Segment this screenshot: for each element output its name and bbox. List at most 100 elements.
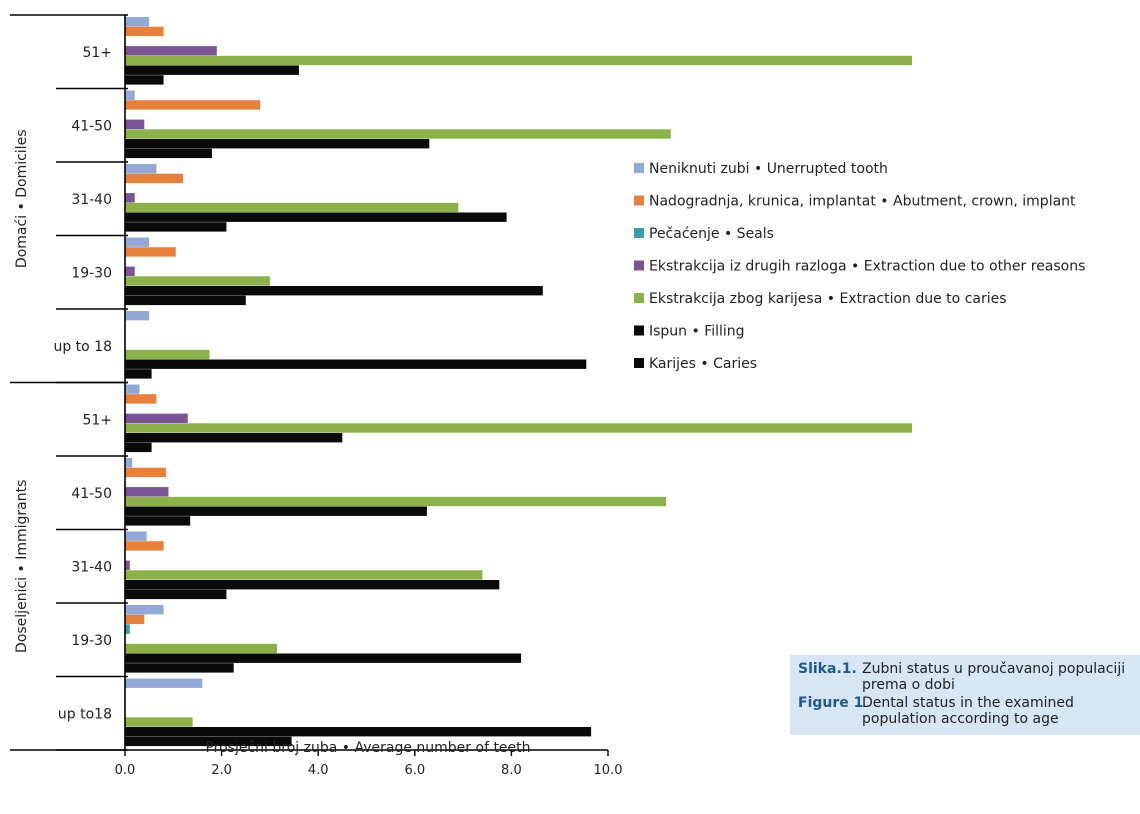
labels-layer: 51+ 41-50 31-40 19-30 up to 18 Domaći • Domic… xyxy=(14,45,622,778)
bar-domiciles-2-s3 xyxy=(125,193,135,203)
bar-domiciles-3-s0 xyxy=(125,237,150,247)
caption-text-en: Dental status in the examined population… xyxy=(862,695,1074,727)
legend-swatch xyxy=(634,293,644,303)
bar-domiciles-0-s4 xyxy=(125,55,912,66)
bar-immigrants-8-s6 xyxy=(125,663,234,673)
bar-immigrants-7-s5 xyxy=(125,580,500,590)
bar-immigrants-5-s5 xyxy=(125,433,343,443)
bar-domiciles-4-s5 xyxy=(125,359,587,369)
bar-domiciles-2-s5 xyxy=(125,212,507,222)
figure-caption: Slika.1. Zubni status u proučavanoj popu… xyxy=(790,655,1140,735)
x-tick-label: 8.0 xyxy=(501,763,522,778)
legend-swatch xyxy=(634,163,644,173)
bar-immigrants-6-s3 xyxy=(125,487,169,497)
bar-immigrants-8-s4 xyxy=(125,643,278,654)
group-label: Domaći • Domiciles xyxy=(14,130,30,269)
x-tick-label: 10.0 xyxy=(594,763,623,778)
bar-immigrants-6-s0 xyxy=(125,458,133,468)
bar-domiciles-0-s6 xyxy=(125,75,164,85)
legend-label: Karijes • Caries xyxy=(649,356,757,372)
legend-swatch xyxy=(634,325,644,336)
legend-label: Neniknuti zubi • Unerrupted tooth xyxy=(649,161,888,177)
bar-immigrants-9-s6 xyxy=(125,736,292,747)
bar-domiciles-1-s4 xyxy=(125,129,671,139)
legend-swatch xyxy=(634,260,644,271)
bar-domiciles-2-s1 xyxy=(125,173,183,184)
bar-domiciles-4-s4 xyxy=(125,349,210,360)
bar-immigrants-5-s4 xyxy=(125,423,912,433)
bar-immigrants-9-s5 xyxy=(125,727,592,737)
bar-domiciles-1-s3 xyxy=(125,119,145,129)
x-tick-label: 0.0 xyxy=(115,763,136,778)
legend-label: Ekstrakcija zbog karijesa • Extraction d… xyxy=(649,291,1007,307)
caption-row-en: Figure 1 Dental status in the examined p… xyxy=(798,695,1134,727)
bar-domiciles-3-s1 xyxy=(125,247,176,257)
legend-swatch xyxy=(634,228,644,238)
bar-domiciles-3-s6 xyxy=(125,295,246,306)
bar-domiciles-2-s6 xyxy=(125,222,227,232)
bar-domiciles-4-s0 xyxy=(125,311,150,321)
x-tick-label: 6.0 xyxy=(404,763,425,778)
axes-layer xyxy=(10,14,609,756)
legend-swatch xyxy=(634,195,644,206)
bar-immigrants-8-s0 xyxy=(125,605,164,615)
bar-immigrants-6-s4 xyxy=(125,496,666,507)
bar-domiciles-3-s5 xyxy=(125,286,543,296)
category-label: 51+ xyxy=(82,45,112,61)
bar-immigrants-8-s2 xyxy=(125,624,130,634)
legend-label: Pečaćenje • Seals xyxy=(649,226,774,242)
bar-domiciles-0-s3 xyxy=(125,46,217,56)
bar-immigrants-5-s0 xyxy=(125,384,140,394)
caption-label-hr: Slika.1. xyxy=(798,661,857,677)
caption-label-en: Figure 1 xyxy=(798,695,864,711)
bar-immigrants-6-s1 xyxy=(125,467,167,478)
bar-immigrants-7-s3 xyxy=(125,560,130,570)
legend-label: Nadogradnja, krunica, implantat • Abutme… xyxy=(649,194,1076,210)
category-label: 41-50 xyxy=(71,486,112,502)
bar-immigrants-7-s6 xyxy=(125,589,227,600)
bar-domiciles-1-s5 xyxy=(125,139,430,149)
bar-immigrants-6-s5 xyxy=(125,506,427,516)
caption-row-hr: Slika.1. Zubni status u proučavanoj popu… xyxy=(798,661,1134,693)
legend-swatch xyxy=(634,358,644,368)
bar-immigrants-5-s3 xyxy=(125,413,188,423)
bar-domiciles-2-s0 xyxy=(125,164,157,174)
bar-immigrants-8-s1 xyxy=(125,614,145,625)
x-tick-label: 2.0 xyxy=(211,763,232,778)
bar-domiciles-2-s4 xyxy=(125,202,459,213)
category-label: up to 18 xyxy=(53,339,112,355)
bar-immigrants-9-s0 xyxy=(125,678,203,688)
bar-domiciles-0-s0 xyxy=(125,17,150,27)
bar-immigrants-7-s4 xyxy=(125,570,483,580)
legend-label: Ispun • Filling xyxy=(649,324,745,340)
bar-immigrants-7-s1 xyxy=(125,541,164,551)
legend: Neniknuti zubi • Unerrupted tooth Nadogra… xyxy=(634,161,1085,372)
category-label: 31-40 xyxy=(71,192,112,208)
bar-domiciles-3-s3 xyxy=(125,266,135,276)
bar-domiciles-1-s1 xyxy=(125,100,261,110)
bar-immigrants-7-s0 xyxy=(125,531,147,541)
bar-domiciles-4-s6 xyxy=(125,369,152,379)
bar-immigrants-9-s4 xyxy=(125,717,193,727)
bar-domiciles-1-s6 xyxy=(125,148,212,159)
x-axis-title: Prosječni broj zuba • Average number of … xyxy=(205,740,530,756)
category-label: 41-50 xyxy=(71,118,112,134)
legend-label: Ekstrakcija iz drugih razloga • Extracti… xyxy=(649,259,1085,275)
bar-immigrants-8-s5 xyxy=(125,653,522,663)
category-label: 31-40 xyxy=(71,559,112,575)
x-tick-label: 4.0 xyxy=(308,763,329,778)
bar-immigrants-5-s6 xyxy=(125,442,152,453)
caption-text-hr: Zubni status u proučavanoj populaciji pr… xyxy=(862,661,1126,693)
bar-domiciles-3-s4 xyxy=(125,276,270,286)
bar-domiciles-1-s0 xyxy=(125,90,135,100)
bar-immigrants-6-s6 xyxy=(125,516,191,526)
category-label: 51+ xyxy=(82,412,112,428)
bar-immigrants-5-s1 xyxy=(125,394,157,404)
bar-domiciles-0-s5 xyxy=(125,65,299,75)
category-label: 19-30 xyxy=(71,633,112,649)
category-label: 19-30 xyxy=(71,265,112,281)
bars-layer xyxy=(125,17,912,747)
category-label: up to18 xyxy=(58,706,112,722)
group-label: Doseljenici • Immigrants xyxy=(14,480,30,653)
